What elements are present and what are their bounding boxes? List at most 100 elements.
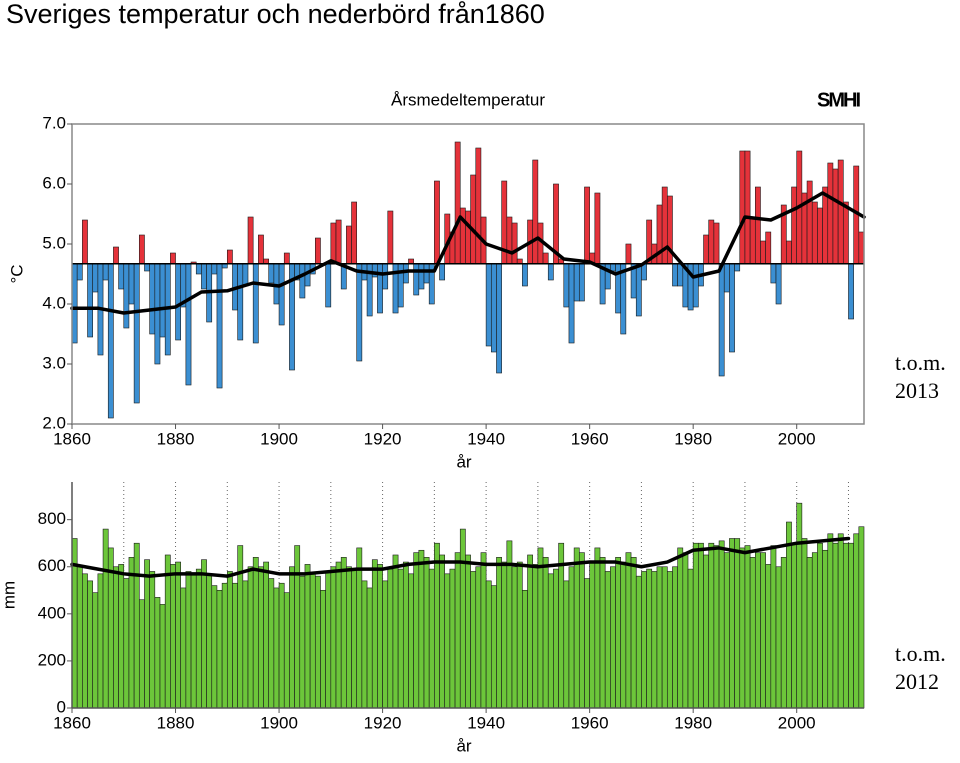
bar bbox=[320, 589, 326, 709]
bar bbox=[796, 502, 803, 709]
bar bbox=[837, 533, 844, 709]
bar bbox=[330, 566, 337, 709]
bar bbox=[853, 533, 860, 709]
bar bbox=[237, 263, 244, 341]
bar bbox=[604, 571, 611, 709]
bar bbox=[423, 263, 430, 284]
bar bbox=[589, 561, 596, 709]
bar bbox=[775, 566, 782, 709]
bar bbox=[434, 542, 440, 709]
y-axis-label: °C bbox=[7, 264, 26, 283]
bar bbox=[573, 263, 580, 302]
bar bbox=[578, 263, 585, 302]
bar bbox=[532, 159, 539, 265]
bar bbox=[226, 249, 233, 265]
bar bbox=[682, 552, 689, 709]
bar bbox=[413, 263, 420, 296]
bar bbox=[211, 585, 218, 709]
bar bbox=[692, 542, 699, 709]
bar bbox=[439, 263, 446, 281]
chart-title: Årsmedeltemperatur bbox=[391, 90, 545, 109]
bar bbox=[791, 542, 798, 709]
bar bbox=[532, 564, 539, 709]
bar bbox=[92, 263, 99, 293]
bar bbox=[490, 585, 497, 709]
bar bbox=[283, 592, 290, 709]
bar bbox=[506, 216, 513, 265]
bar bbox=[594, 192, 601, 265]
bar bbox=[470, 174, 477, 265]
bar bbox=[133, 263, 140, 404]
bar bbox=[444, 573, 451, 709]
bar bbox=[547, 263, 554, 281]
bar bbox=[371, 559, 378, 709]
bar bbox=[206, 573, 213, 709]
bar bbox=[408, 573, 414, 709]
bar bbox=[170, 252, 176, 265]
bar bbox=[434, 180, 440, 265]
x-tick-label: 1880 bbox=[157, 429, 195, 448]
bar bbox=[185, 571, 192, 709]
bar bbox=[641, 571, 647, 709]
bar bbox=[723, 552, 730, 709]
bar bbox=[175, 561, 182, 709]
bar bbox=[133, 542, 140, 709]
bar bbox=[718, 540, 725, 709]
bar bbox=[780, 557, 787, 709]
bar bbox=[128, 557, 135, 709]
bar bbox=[314, 237, 321, 265]
bar bbox=[625, 243, 632, 265]
bar bbox=[216, 589, 223, 709]
bar bbox=[164, 554, 171, 709]
x-tick-label: 1860 bbox=[53, 713, 91, 732]
x-tick-label: 1920 bbox=[364, 713, 402, 732]
bar bbox=[630, 557, 637, 709]
x-tick-label: 1960 bbox=[571, 429, 609, 448]
x-tick-label: 1940 bbox=[467, 429, 505, 448]
bar bbox=[511, 222, 518, 265]
bar bbox=[314, 575, 321, 709]
bar bbox=[309, 573, 316, 709]
bar bbox=[102, 263, 109, 281]
bar bbox=[786, 240, 792, 265]
bar bbox=[485, 580, 492, 709]
bar bbox=[713, 222, 720, 265]
x-tick-label: 1980 bbox=[674, 429, 712, 448]
bar bbox=[283, 252, 290, 265]
y-tick-label: 6.0 bbox=[42, 173, 66, 192]
y-tick-label: 200 bbox=[38, 650, 66, 669]
bar bbox=[154, 597, 161, 709]
bar bbox=[620, 263, 627, 335]
bar bbox=[848, 263, 854, 320]
bar bbox=[765, 564, 772, 709]
bar bbox=[299, 263, 306, 299]
bar bbox=[76, 263, 83, 281]
bar bbox=[97, 573, 104, 709]
bar bbox=[465, 554, 471, 709]
bar bbox=[346, 566, 352, 709]
bar bbox=[289, 566, 295, 709]
bar bbox=[237, 545, 244, 709]
bar bbox=[827, 533, 834, 709]
bar bbox=[817, 542, 823, 709]
bar bbox=[770, 263, 777, 284]
bar bbox=[475, 566, 482, 709]
bar bbox=[195, 263, 202, 275]
bar bbox=[138, 599, 145, 709]
bar bbox=[848, 542, 854, 709]
bar bbox=[646, 568, 653, 709]
x-tick-label: 1900 bbox=[260, 429, 298, 448]
logo: SMHI bbox=[817, 89, 860, 111]
bar bbox=[92, 592, 99, 709]
y-tick-label: 2.0 bbox=[42, 413, 66, 432]
bar bbox=[377, 564, 383, 709]
bar bbox=[252, 557, 259, 709]
bar bbox=[128, 263, 135, 305]
bar bbox=[635, 575, 642, 709]
bar bbox=[418, 263, 425, 290]
annotation: t.o.m. bbox=[895, 350, 946, 375]
bar bbox=[594, 547, 601, 709]
x-axis-label: år bbox=[456, 736, 471, 755]
bar bbox=[175, 263, 182, 341]
